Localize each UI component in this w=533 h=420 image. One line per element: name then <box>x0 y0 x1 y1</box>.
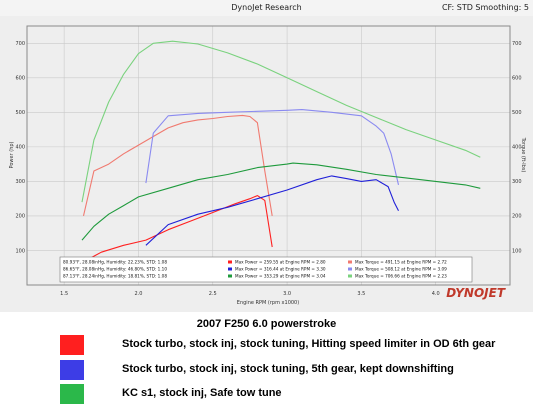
y-axis-right: 100 200 300 400 500 600 700 <box>512 41 522 254</box>
series-line-power-5 <box>81 162 481 241</box>
legend-label-green: KC s1, stock inj, Safe tow tune <box>122 387 282 399</box>
info-box-frame <box>59 256 473 283</box>
y-tick-label-left: 300 <box>15 179 25 185</box>
y-tick-label-left: 500 <box>15 110 25 116</box>
legend-item-red: Stock turbo, stock inj, stock tuning, Hi… <box>60 334 530 356</box>
info-swatch-power-3 <box>228 274 232 278</box>
dynojet-logo: DYNOJET <box>446 286 506 300</box>
info-swatch-torque-3 <box>348 274 352 278</box>
x-tick-label: 3.5 <box>357 291 365 297</box>
y-tick-label-right: 100 <box>512 248 522 254</box>
info-weather-2: 86.65°F, 28.08inHg, Humidity: 46.80%, ST… <box>63 267 167 272</box>
y-tick-label-left: 100 <box>15 248 25 254</box>
y-axis-left: 100 200 300 400 500 600 700 <box>15 41 25 254</box>
info-weather-1: 80.93°F, 28.08inHg, Humidity: 22.23%, ST… <box>63 260 167 265</box>
info-power-1: Max Power = 259.55 at Engine RPM = 2.80 <box>235 260 326 265</box>
y-tick-label-left: 700 <box>15 41 25 47</box>
legend-item-blue: Stock turbo, stock inj, stock tuning, 5t… <box>60 359 530 381</box>
y-axis-left-label: Power (hp) <box>9 141 15 168</box>
info-swatch-torque-2 <box>348 267 352 271</box>
info-torque-1: Max Torque = 491.15 at Engine RPM = 2.72 <box>355 260 447 265</box>
x-tick-label: 2.5 <box>209 291 217 297</box>
dyno-chart: 100 200 300 400 500 600 700 100 200 300 400 500 600… <box>0 16 533 312</box>
info-box: 80.93°F, 28.08inHg, Humidity: 22.23%, ST… <box>59 256 473 283</box>
x-tick-label: 2.0 <box>134 291 142 297</box>
info-weather-3: 87.13°F, 28.24inHg, Humidity: 18.81%, ST… <box>63 274 167 279</box>
y-tick-label-left: 200 <box>15 214 25 220</box>
series-line-power-3 <box>145 175 399 246</box>
y-tick-label-right: 500 <box>512 110 522 116</box>
y-tick-label-right: 200 <box>512 214 522 220</box>
info-power-3: Max Power = 353.29 at Engine RPM = 3.04 <box>235 274 326 279</box>
legend-swatch-red <box>60 335 84 355</box>
legend-swatch-blue <box>60 360 84 380</box>
x-axis: 1.5 2.0 2.5 3.0 3.5 4.0 <box>60 291 439 297</box>
legend-label-blue: Stock turbo, stock inj, stock tuning, 5t… <box>122 363 454 375</box>
correction-factor: CF: STD Smoothing: 5 <box>441 3 529 12</box>
y-tick-label-right: 600 <box>512 76 522 82</box>
x-tick-label: 3.0 <box>283 291 291 297</box>
legend-swatch-green <box>60 384 84 404</box>
x-tick-label: 1.5 <box>60 291 68 297</box>
y-axis-right-label: Torque (ft-lbs) <box>520 137 526 173</box>
y-tick-label-left: 600 <box>15 76 25 82</box>
plot-frame <box>26 25 511 286</box>
info-swatch-torque-1 <box>348 260 352 264</box>
info-torque-2: Max Torque = 508.12 at Engine RPM = 3.09 <box>355 267 447 272</box>
y-tick-label-right: 400 <box>512 145 522 151</box>
info-power-2: Max Power = 316.44 at Engine RPM = 3.30 <box>235 267 326 272</box>
legend-label-red: Stock turbo, stock inj, stock tuning, Hi… <box>122 338 496 350</box>
info-torque-3: Max Torque = 706.66 at Engine RPM = 2.23 <box>355 274 447 279</box>
series-group <box>81 40 481 264</box>
y-tick-label-right: 700 <box>512 41 522 47</box>
y-tick-label-left: 400 <box>15 145 25 151</box>
chart-caption: 2007 F250 6.0 powerstroke <box>196 318 337 330</box>
series-line-power-1 <box>81 195 273 264</box>
app-title: DynoJet Research <box>231 3 302 12</box>
title-bar: DynoJet Research CF: STD Smoothing: 5 <box>0 0 533 17</box>
info-swatch-power-2 <box>228 267 232 271</box>
series-line-torque-4 <box>145 109 400 186</box>
info-swatch-power-1 <box>228 260 232 264</box>
series-line-torque-6 <box>81 40 481 203</box>
x-tick-label: 4.0 <box>432 291 440 297</box>
y-tick-label-right: 300 <box>512 179 522 185</box>
grid <box>27 26 510 285</box>
series-line-torque-2 <box>82 114 273 217</box>
legend-item-green: KC s1, stock inj, Safe tow tune <box>60 383 530 405</box>
x-axis-label: Engine RPM (rpm x1000) <box>237 300 299 306</box>
